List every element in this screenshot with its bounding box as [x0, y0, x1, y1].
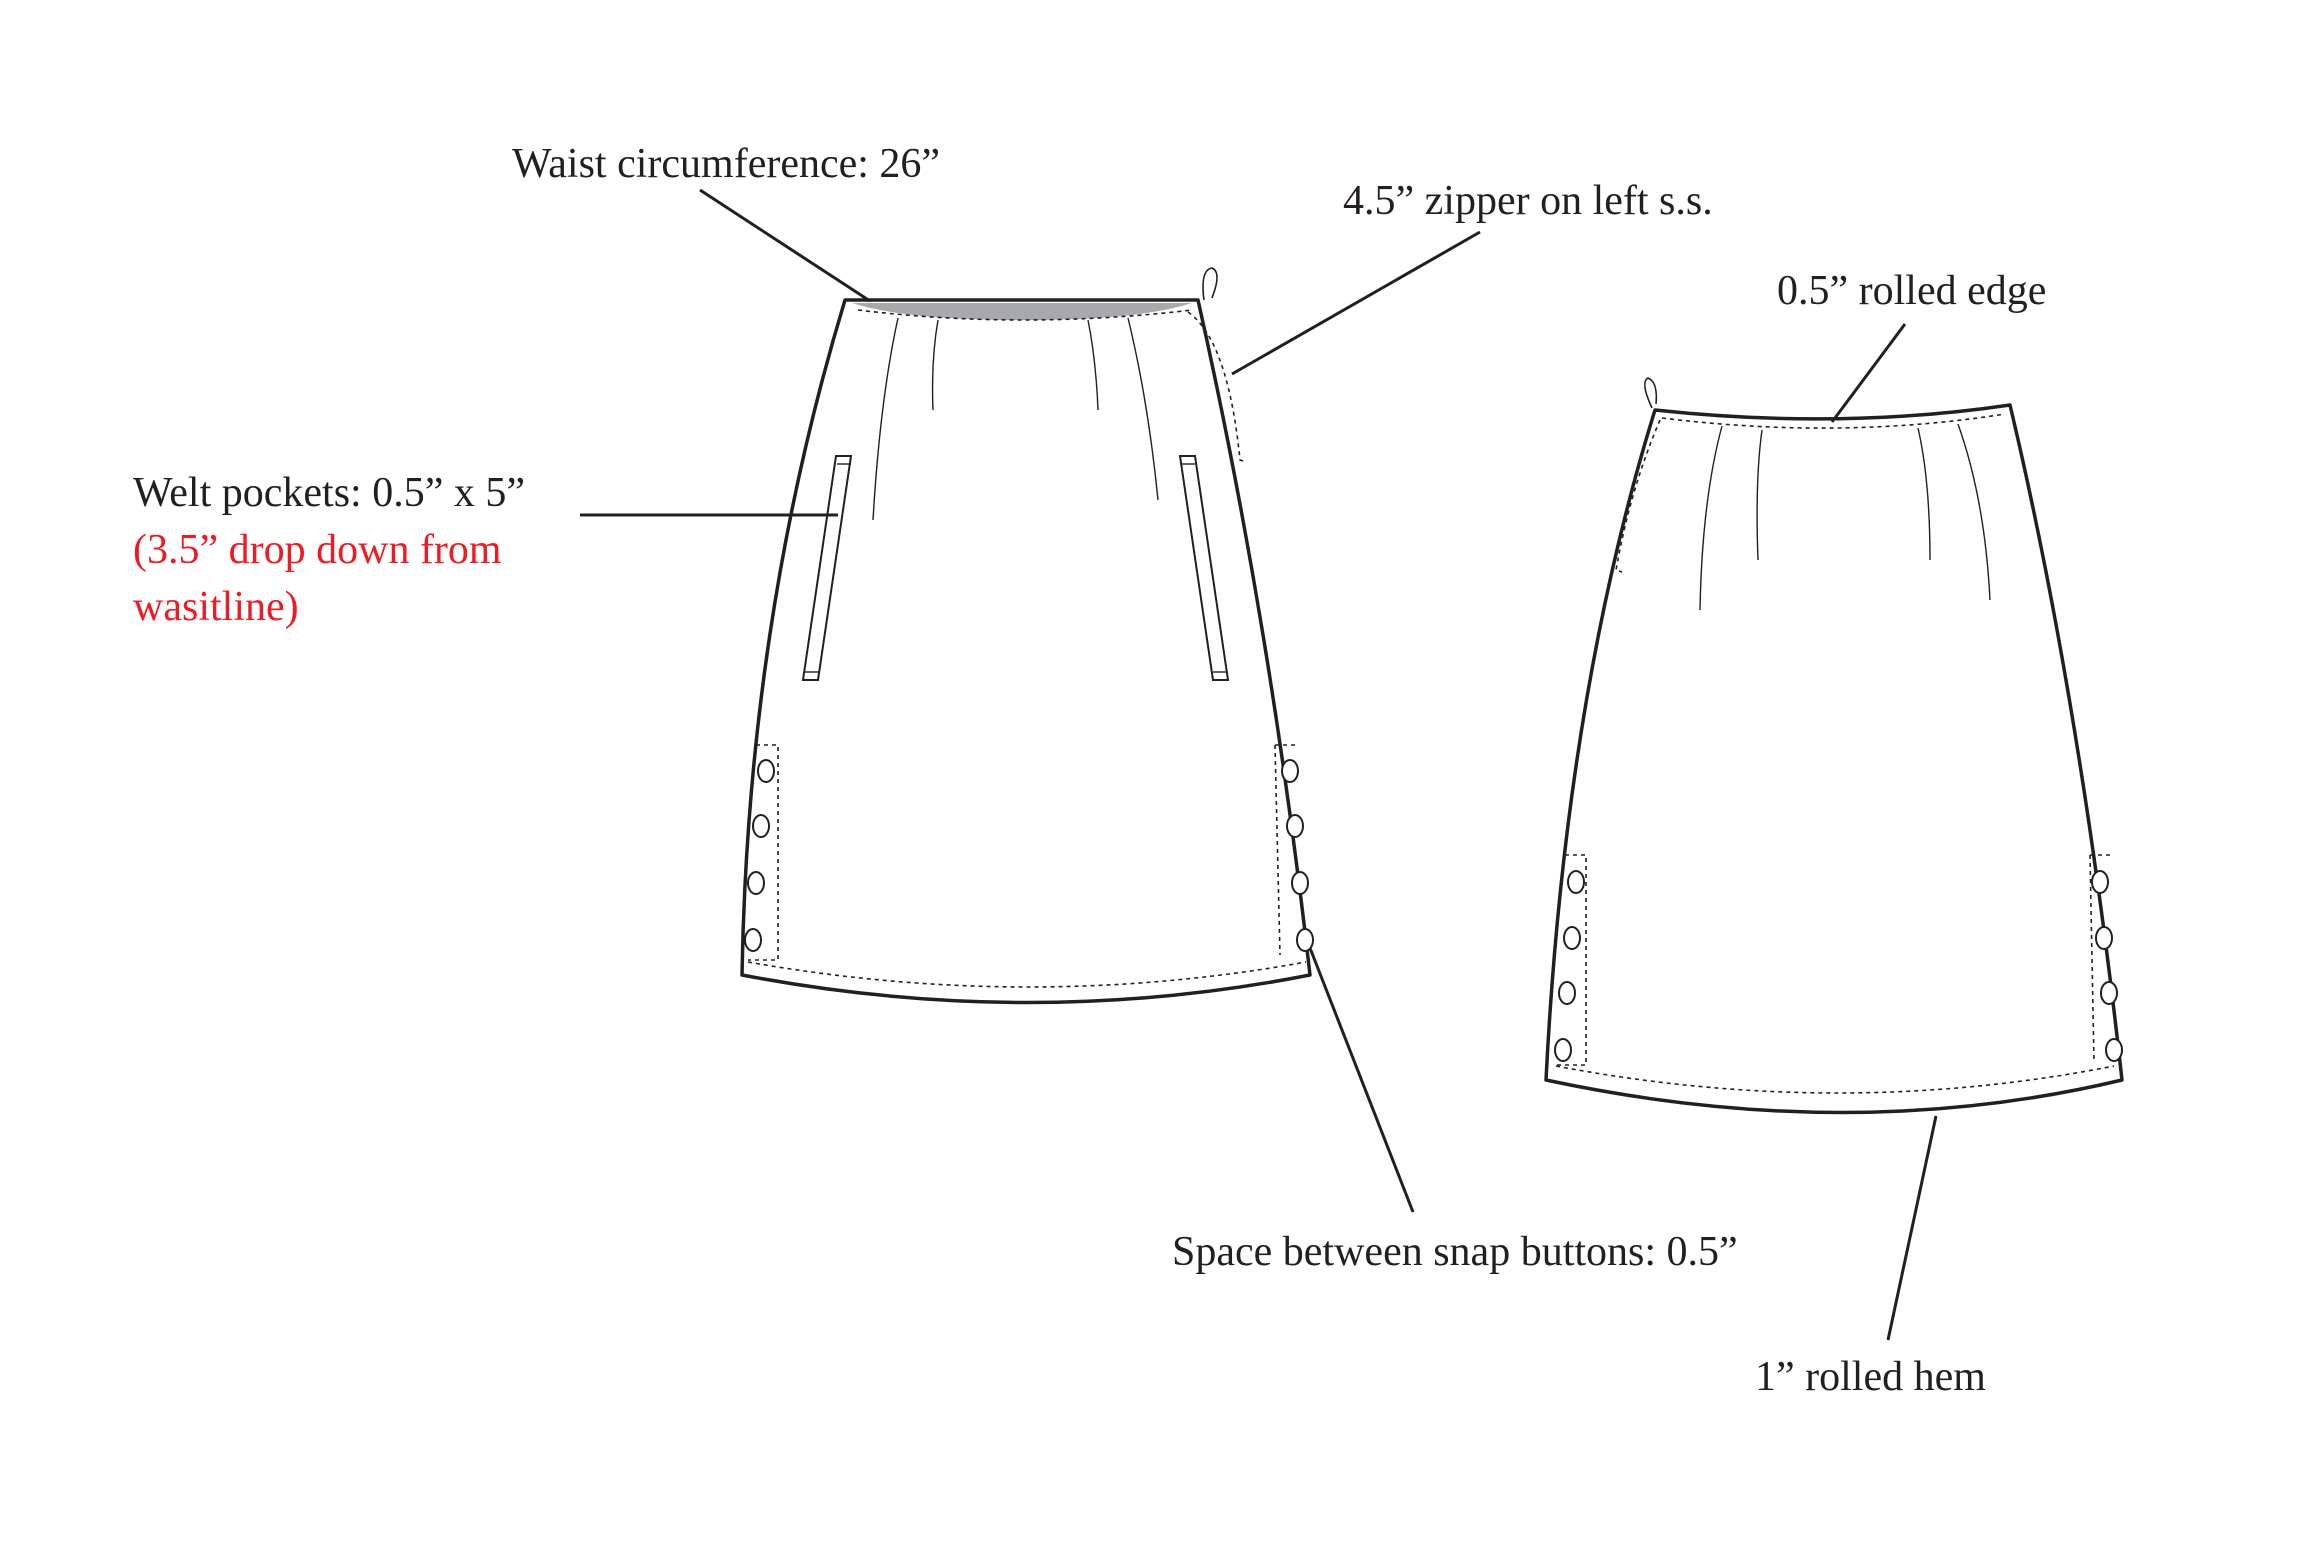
annotation-labels: Waist circumference: 26” 4.5” zipper on …	[133, 141, 2046, 1400]
hem-leader-line	[1886, 1115, 1938, 1341]
front-skirt-outline	[740, 298, 1312, 1005]
rolled-edge-label: 0.5” rolled edge	[1777, 268, 2046, 314]
back-right-snap-buttons	[2091, 870, 2123, 1062]
welt-pocket-note-line-1: (3.5” drop down from	[133, 527, 502, 573]
snap-button-icon	[757, 759, 775, 783]
waist-label: Waist circumference: 26”	[512, 141, 940, 187]
snap-button-icon	[1281, 759, 1299, 783]
front-right-welt-pocket	[1178, 455, 1230, 681]
front-dart-2	[931, 319, 939, 411]
back-skirt-outline	[1544, 403, 2124, 1115]
back-zipper-stitch	[1615, 419, 1661, 573]
front-zipper-pull-icon	[1202, 267, 1218, 301]
hem-label: 1” rolled hem	[1755, 1354, 1986, 1400]
front-waistband-stitch	[857, 309, 1193, 321]
snap-button-icon	[1296, 928, 1314, 952]
front-left-vent-stitch	[748, 744, 779, 961]
welt-pocket-note-line-2: wasitline)	[133, 584, 299, 630]
snap-button-icon	[1291, 871, 1309, 895]
back-dart-3	[1917, 427, 1931, 561]
back-dart-4	[1957, 423, 1991, 601]
front-skirt-view	[740, 267, 1314, 1005]
front-dart-4	[1127, 317, 1159, 501]
snap-button-icon	[2105, 1038, 2123, 1062]
snap-button-icon	[1558, 981, 1576, 1005]
front-waistband-shade	[852, 303, 1192, 320]
zipper-label: 4.5” zipper on left s.s.	[1343, 178, 1713, 224]
front-hem-stitch	[747, 961, 1307, 988]
snap-button-icon	[747, 871, 765, 895]
front-dart-3	[1087, 319, 1099, 411]
back-skirt-view	[1544, 377, 2124, 1115]
waist-leader-line	[699, 188, 871, 303]
front-dart-1	[872, 317, 899, 521]
front-right-vent-stitch	[1274, 744, 1296, 956]
snap-button-icon	[752, 814, 770, 838]
snap-button-icon	[1563, 926, 1581, 950]
snap-space-label: Space between snap buttons: 0.5”	[1172, 1229, 1738, 1275]
welt-pocket-label: Welt pockets: 0.5” x 5”	[133, 470, 525, 516]
front-right-snap-buttons	[1281, 759, 1314, 952]
snap-button-icon	[744, 928, 762, 952]
back-dart-2	[1756, 429, 1763, 561]
back-right-vent-stitch	[2089, 854, 2110, 1063]
snap-button-icon	[1554, 1038, 1572, 1062]
back-zipper-pull-icon	[1644, 377, 1658, 409]
snap-button-icon	[1286, 814, 1304, 838]
leader-lines	[580, 188, 1938, 1341]
snap-button-icon	[1567, 870, 1585, 894]
back-left-snap-buttons	[1554, 870, 1585, 1062]
snap-space-leader-line	[1308, 947, 1415, 1213]
zipper-leader-line	[1231, 230, 1481, 376]
snap-button-icon	[2095, 926, 2113, 950]
snap-button-icon	[2100, 981, 2118, 1005]
back-left-vent-stitch	[1554, 854, 1587, 1066]
front-left-snap-buttons	[744, 759, 775, 952]
front-left-welt-pocket	[801, 455, 853, 681]
snap-button-icon	[2091, 870, 2109, 894]
rolled-edge-leader-line	[1830, 323, 1907, 423]
back-hem-stitch	[1555, 1065, 2115, 1094]
back-dart-1	[1699, 425, 1723, 611]
